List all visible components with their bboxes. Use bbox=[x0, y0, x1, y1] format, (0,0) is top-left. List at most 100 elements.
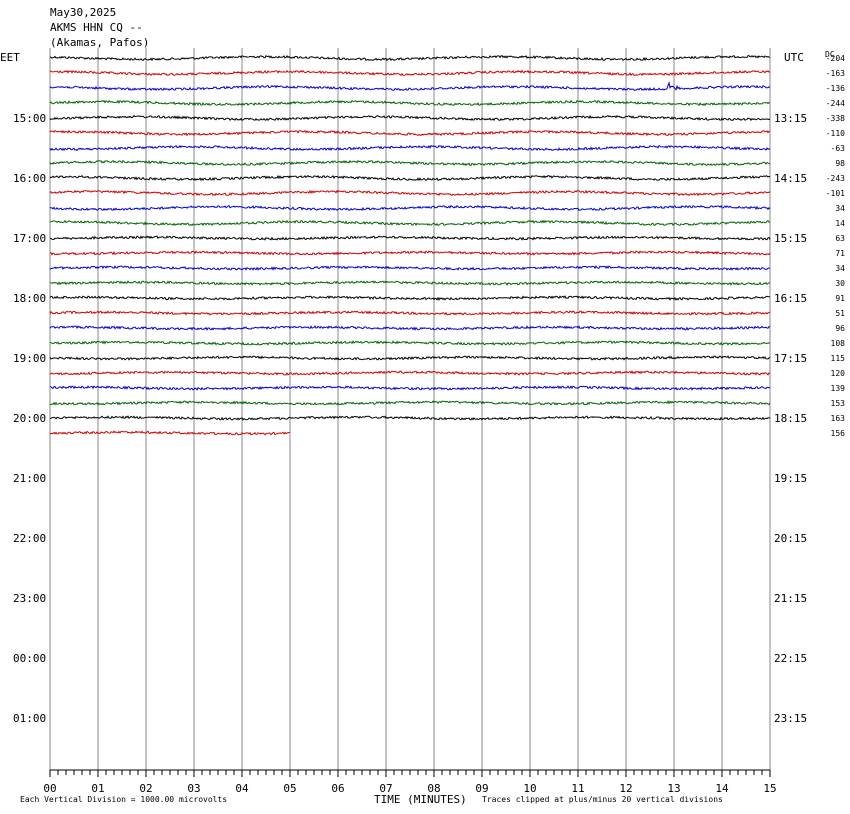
trace-line bbox=[49, 174, 771, 182]
scale-note: Each Vertical Division = 1000.00 microvo… bbox=[20, 795, 227, 804]
dc-offset-label: 71 bbox=[835, 249, 845, 258]
record-date: May30,2025 bbox=[50, 6, 116, 19]
x-tick-label: 03 bbox=[187, 782, 200, 795]
trace-line bbox=[49, 54, 771, 62]
trace-line bbox=[49, 235, 771, 241]
dc-offset-label: -204 bbox=[826, 54, 845, 63]
trace-line bbox=[49, 114, 771, 122]
dc-offset-header: DC bbox=[825, 50, 835, 59]
left-hour-label: 22:00 bbox=[13, 532, 46, 545]
x-tick-label: 02 bbox=[139, 782, 152, 795]
dc-offset-label: -136 bbox=[826, 84, 845, 93]
left-hour-label: 18:00 bbox=[13, 292, 46, 305]
right-timezone-label: UTC bbox=[784, 51, 804, 64]
dc-offset-label: 51 bbox=[835, 309, 845, 318]
left-hour-label: 01:00 bbox=[13, 712, 46, 725]
x-axis-title: TIME (MINUTES) bbox=[374, 793, 467, 806]
dc-offset-label: -338 bbox=[826, 114, 845, 123]
dc-offset-label: 34 bbox=[835, 264, 845, 273]
trace-line bbox=[49, 415, 771, 421]
left-hour-labels: 15:00 16:00 17:00 18:00 19:00 20:00 21:00 22:00… bbox=[13, 112, 46, 725]
trace-line bbox=[49, 159, 770, 167]
dc-offset-label: 63 bbox=[835, 234, 845, 243]
trace-line bbox=[49, 69, 771, 77]
left-hour-label: 16:00 bbox=[13, 172, 46, 185]
dc-offset-label: 156 bbox=[831, 429, 846, 438]
left-hour-label: 15:00 bbox=[13, 112, 46, 125]
dc-offset-label: 14 bbox=[835, 219, 845, 228]
x-tick-label: 09 bbox=[475, 782, 488, 795]
dc-offset-label: -63 bbox=[831, 144, 846, 153]
dc-offset-labels: -204 -163 -136 -244 -338 -110 -63 98 -243 -101 34 1… bbox=[826, 54, 845, 438]
right-hour-label: 15:15 bbox=[774, 232, 807, 245]
station-code: AKMS HHN CQ -- bbox=[50, 21, 143, 34]
left-hour-label: 23:00 bbox=[13, 592, 46, 605]
trace-line bbox=[49, 144, 771, 152]
trace-line bbox=[49, 355, 771, 361]
trace-line bbox=[49, 400, 771, 406]
right-hour-label: 18:15 bbox=[774, 412, 807, 425]
station-location: (Akamas, Pafos) bbox=[50, 36, 149, 49]
dc-offset-label: -101 bbox=[826, 189, 845, 198]
right-hour-label: 21:15 bbox=[774, 592, 807, 605]
left-timezone-label: EET bbox=[0, 51, 20, 64]
dc-offset-label: 115 bbox=[831, 354, 846, 363]
dc-offset-label: -244 bbox=[826, 99, 845, 108]
trace-line bbox=[49, 430, 291, 436]
minute-gridlines bbox=[49, 48, 771, 771]
right-hour-label: 16:15 bbox=[774, 292, 807, 305]
right-hour-label: 19:15 bbox=[774, 472, 807, 485]
dc-offset-label: 120 bbox=[831, 369, 846, 378]
dc-offset-label: -163 bbox=[826, 69, 845, 78]
trace-line bbox=[49, 280, 771, 286]
x-tick-label: 04 bbox=[235, 782, 249, 795]
dc-offset-label: -243 bbox=[826, 174, 845, 183]
dc-offset-label: -110 bbox=[826, 129, 845, 138]
x-tick-label: 11 bbox=[571, 782, 584, 795]
x-tick-label: 00 bbox=[43, 782, 56, 795]
left-hour-label: 00:00 bbox=[13, 652, 46, 665]
trace-line bbox=[49, 80, 771, 92]
x-tick-label: 13 bbox=[667, 782, 680, 795]
trace-line bbox=[49, 370, 771, 376]
trace-line bbox=[49, 219, 771, 227]
trace-line bbox=[49, 129, 771, 137]
x-tick-label: 08 bbox=[427, 782, 440, 795]
right-hour-label: 17:15 bbox=[774, 352, 807, 365]
right-hour-labels: 13:15 14:15 15:15 16:15 17:15 18:15 19:15 20:15… bbox=[774, 112, 807, 725]
trace-line bbox=[49, 189, 771, 197]
left-hour-label: 20:00 bbox=[13, 412, 46, 425]
trace-line bbox=[49, 250, 771, 256]
seismic-traces bbox=[49, 54, 771, 436]
trace-line bbox=[49, 310, 771, 316]
right-hour-label: 20:15 bbox=[774, 532, 807, 545]
x-tick-label: 12 bbox=[619, 782, 632, 795]
x-tick-label: 01 bbox=[91, 782, 104, 795]
clip-note: Traces clipped at plus/minus 20 vertical… bbox=[482, 795, 723, 804]
left-hour-label: 17:00 bbox=[13, 232, 46, 245]
dc-offset-label: 91 bbox=[835, 294, 845, 303]
trace-line bbox=[49, 295, 771, 302]
trace-line bbox=[49, 265, 771, 271]
trace-line bbox=[49, 99, 771, 107]
right-hour-label: 14:15 bbox=[774, 172, 807, 185]
x-tick-label: 07 bbox=[379, 782, 392, 795]
x-tick-label: 05 bbox=[283, 782, 296, 795]
x-tick-label: 15 bbox=[763, 782, 776, 795]
dc-offset-label: 98 bbox=[835, 159, 845, 168]
x-tick-label: 10 bbox=[523, 782, 536, 795]
x-tick-label: 06 bbox=[331, 782, 344, 795]
trace-line bbox=[49, 204, 771, 212]
trace-line bbox=[49, 340, 771, 346]
dc-offset-label: 108 bbox=[831, 339, 846, 348]
left-hour-label: 19:00 bbox=[13, 352, 46, 365]
left-hour-label: 21:00 bbox=[13, 472, 46, 485]
x-tick-labels: 00 01 02 03 04 05 06 07 08 09 10 11 12 13 14 15 bbox=[43, 782, 776, 795]
dc-offset-label: 163 bbox=[831, 414, 846, 423]
dc-offset-label: 34 bbox=[835, 204, 845, 213]
dc-offset-label: 153 bbox=[831, 399, 846, 408]
trace-line bbox=[49, 325, 771, 331]
x-axis-ticks bbox=[49, 770, 771, 777]
right-hour-label: 23:15 bbox=[774, 712, 807, 725]
